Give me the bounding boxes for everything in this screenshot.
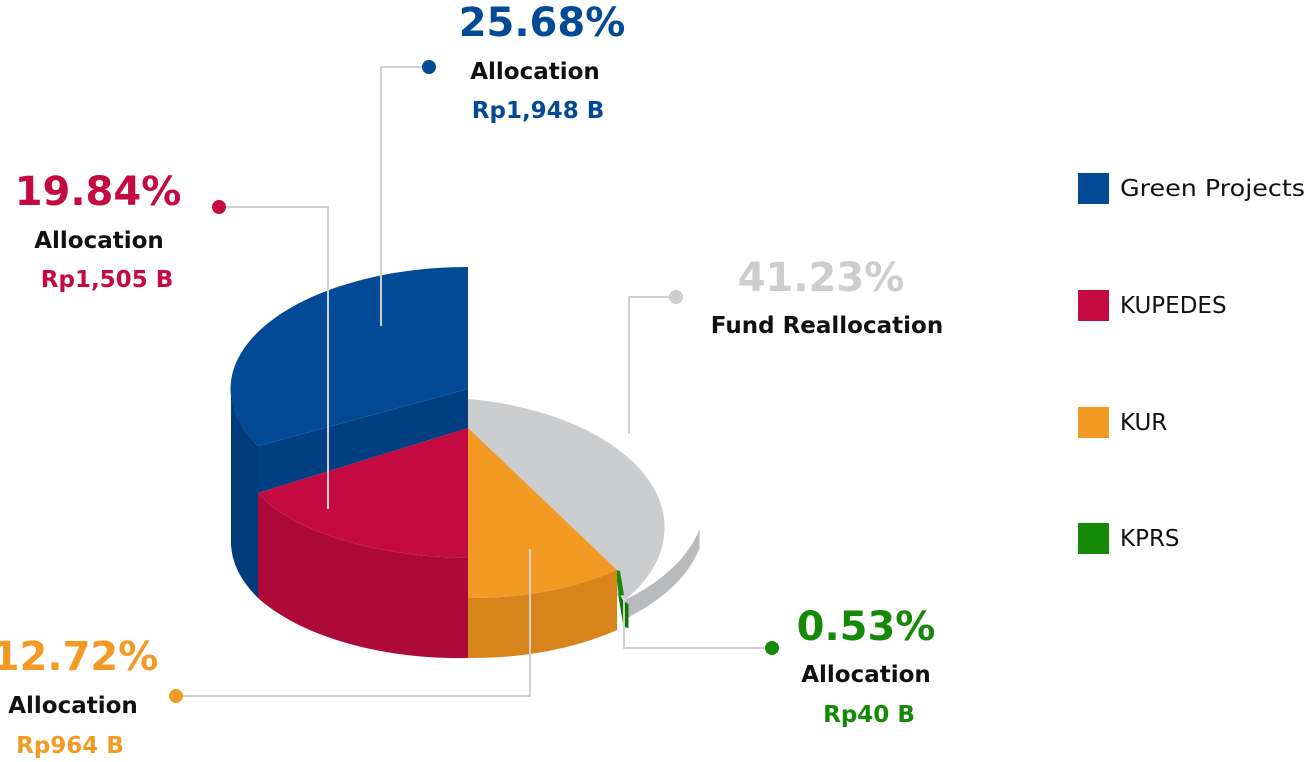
leader-lines [176,66,772,697]
pie-slice-green-projects [230,266,468,598]
pie-slice-green-projects-top [230,266,468,446]
pie-slice-kur-top [468,428,617,599]
data-label-sublabel-kupedes: Allocation [34,228,164,254]
pie-slice-fund-reallocation-side [625,529,700,619]
data-label-percent-kupedes: 19.84% [15,169,182,215]
data-label-percent-kprs: 0.53% [797,604,936,650]
pie-slice-kupedes-top [258,428,468,558]
data-label-sublabel-kur: Allocation [8,693,138,719]
data-label-sublabel-fund-reallocation: Fund Reallocation [711,313,943,339]
leader-dot-fund-reallocation [669,290,683,304]
leader-line-kur [176,549,531,697]
leader-line-kupedes [219,206,329,509]
data-label-amount-green-projects: Rp1,948 B [472,98,604,124]
pie-slice-green-projects-side [231,390,258,598]
leader-dot-kupedes [212,200,226,214]
leader-dot-green-projects [422,60,436,74]
data-label-sublabel-green-projects: Allocation [470,59,600,85]
leader-dot-kur [169,689,183,703]
data-label-percent-green-projects: 25.68% [459,0,626,46]
legend-label-green-projects: Green Projects [1120,176,1305,202]
leader-line-kprs [623,600,772,649]
legend-label-kur: KUR [1120,410,1167,436]
leader-line-green-projects [380,66,429,326]
data-label-amount-kupedes: Rp1,505 B [41,267,173,293]
legend-label-kprs: KPRS [1120,526,1180,552]
data-label-amount-kprs: Rp40 B [823,702,915,728]
pie-slice-green-projects-cut [258,389,468,493]
pie-slice-kprs-top [615,570,624,596]
pie-slice-kur [468,428,617,659]
pie-slice-kupedes [258,428,468,659]
legend-swatch-kprs [1078,523,1109,554]
leader-dot-kprs [765,641,779,655]
legend-swatch-kupedes [1078,290,1109,321]
pie-slice-kur-side [468,570,617,659]
legend-swatch-green-projects [1078,173,1109,204]
legend-label-kupedes: KUPEDES [1120,293,1227,319]
data-label-amount-kur: Rp964 B [16,733,124,759]
leader-line-fund-reallocation [628,296,676,434]
data-label-percent-kur: 12.72% [0,634,158,680]
legend-swatch-kur [1078,407,1109,438]
data-label-percent-fund-reallocation: 41.23% [738,255,905,301]
pie-slice-kupedes-side [258,493,468,659]
data-label-sublabel-kprs: Allocation [801,662,931,688]
legend: Green Projects KUPEDES KUR KPRS [1078,173,1305,554]
